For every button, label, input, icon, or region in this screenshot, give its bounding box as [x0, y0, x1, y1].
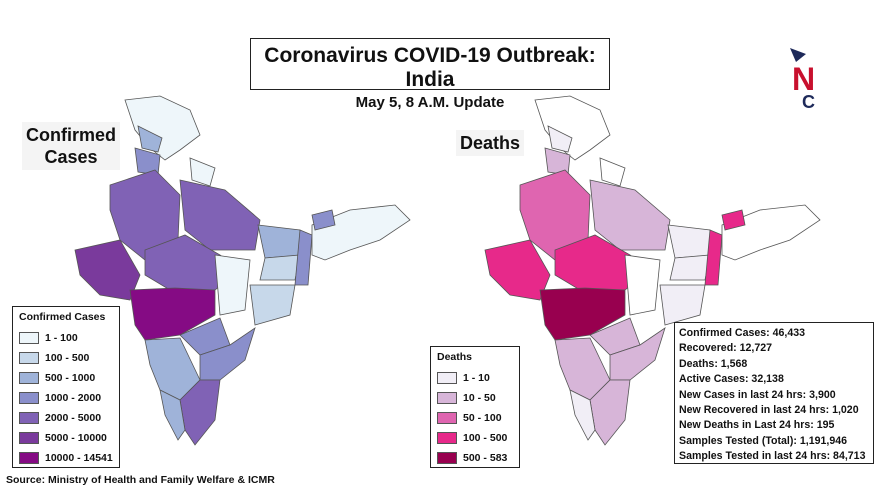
legend-swatch	[437, 372, 457, 384]
region-kerala	[569, 389, 596, 441]
region-jharkhand	[669, 254, 711, 281]
legend-label: 500 - 583	[463, 452, 508, 464]
legend-swatch	[19, 432, 39, 444]
legend-row: 100 - 500	[437, 428, 513, 448]
confirmed-label-line1: Confirmed	[26, 125, 116, 145]
legend-swatch	[19, 352, 39, 364]
legend-row: 5000 - 10000	[19, 428, 113, 448]
legend-label: 1 - 100	[45, 332, 78, 344]
region-assam-east	[721, 209, 746, 231]
deaths-legend: Deaths 1 - 10 10 - 50 50 - 100 100 - 500…	[430, 346, 520, 468]
legend-label: 10 - 50	[463, 392, 496, 404]
legend-label: 2000 - 5000	[45, 412, 102, 424]
legend-label: 10000 - 14541	[45, 452, 113, 464]
confirmed-legend: Confirmed Cases 1 - 100 100 - 500 500 - …	[12, 306, 120, 468]
region-jharkhand	[259, 254, 301, 281]
legend-swatch	[19, 452, 39, 464]
region-uk	[189, 157, 216, 187]
legend-row: 10 - 50	[437, 388, 513, 408]
logo-letter-n: N	[792, 61, 815, 97]
nc-logo: N C	[790, 48, 815, 112]
logo-arrow-navy	[790, 48, 806, 62]
legend-row: 10000 - 14541	[19, 448, 113, 468]
source-note: Source: Ministry of Health and Family We…	[6, 474, 275, 486]
deaths-map	[484, 95, 821, 446]
region-hp	[547, 125, 573, 153]
legend-swatch	[437, 412, 457, 424]
legend-label: 500 - 1000	[45, 372, 96, 384]
region-wb	[294, 229, 313, 286]
legend-label: 50 - 100	[463, 412, 502, 424]
legend-swatch	[19, 332, 39, 344]
legend-row: 500 - 1000	[19, 368, 113, 388]
legend-row: 1 - 100	[19, 328, 113, 348]
region-up	[179, 179, 261, 251]
legend-label: 1 - 10	[463, 372, 490, 384]
region-hp	[137, 125, 163, 153]
page-title: Coronavirus COVID-19 Outbreak: India	[264, 44, 596, 91]
legend-swatch	[19, 412, 39, 424]
region-odisha	[659, 284, 706, 326]
title-box: Coronavirus COVID-19 Outbreak: India May…	[250, 38, 610, 111]
legend-row: 50 - 100	[437, 408, 513, 428]
page-subtitle: May 5, 8 A.M. Update	[355, 94, 505, 111]
legend-row: 1 - 10	[437, 368, 513, 388]
region-assam-east	[311, 209, 336, 231]
legend-label: 100 - 500	[463, 432, 508, 444]
region-up	[589, 179, 671, 251]
legend-label: 100 - 500	[45, 352, 90, 364]
stat-samples-24h: Samples Tested in last 24 hrs: 84,713	[679, 450, 866, 463]
legend-swatch	[437, 452, 457, 464]
legend-label: 1000 - 2000	[45, 392, 102, 404]
region-ne	[721, 204, 821, 261]
legend-label: 5000 - 10000	[45, 432, 107, 444]
legend-swatch	[19, 372, 39, 384]
confirmed-label-line2: Cases	[44, 147, 98, 167]
region-gujarat	[484, 239, 551, 301]
stat-samples-total: Samples Tested (Total): 1,191,946	[679, 434, 847, 447]
logo-letter-c: C	[802, 92, 815, 112]
stat-new-cases: New Cases in last 24 hrs: 3,900	[679, 388, 836, 401]
stat-recovered: Recovered: 12,727	[679, 342, 773, 355]
legend-swatch	[19, 392, 39, 404]
confirmed-cases-map	[74, 95, 411, 446]
region-chhattisgarh	[624, 254, 661, 316]
legend-swatch	[437, 432, 457, 444]
deaths-map-label: Deaths	[456, 130, 525, 156]
stat-active: Active Cases: 32,138	[679, 373, 784, 386]
stat-new-deaths: New Deaths in Last 24 hrs: 195	[679, 419, 835, 432]
legend-row: 500 - 583	[437, 448, 513, 468]
region-uk	[599, 157, 626, 187]
region-ne	[311, 204, 411, 261]
region-gujarat	[74, 239, 141, 301]
confirmed-map-label: Confirmed Cases	[22, 122, 120, 170]
region-wb	[704, 229, 723, 286]
region-odisha	[249, 284, 296, 326]
stats-box: Confirmed Cases: 46,433 Recovered: 12,72…	[674, 322, 874, 464]
region-chhattisgarh	[214, 254, 251, 316]
confirmed-legend-title: Confirmed Cases	[19, 311, 106, 323]
region-maharashtra	[129, 287, 216, 341]
stat-deaths: Deaths: 1,568	[679, 357, 748, 370]
legend-row: 2000 - 5000	[19, 408, 113, 428]
region-kerala	[159, 389, 186, 441]
stat-confirmed: Confirmed Cases: 46,433	[679, 327, 806, 339]
legend-row: 1000 - 2000	[19, 388, 113, 408]
stat-new-recovered: New Recovered in last 24 hrs: 1,020	[679, 404, 859, 417]
deaths-legend-title: Deaths	[437, 351, 473, 363]
legend-swatch	[437, 392, 457, 404]
legend-row: 100 - 500	[19, 348, 113, 368]
region-maharashtra	[539, 287, 626, 341]
